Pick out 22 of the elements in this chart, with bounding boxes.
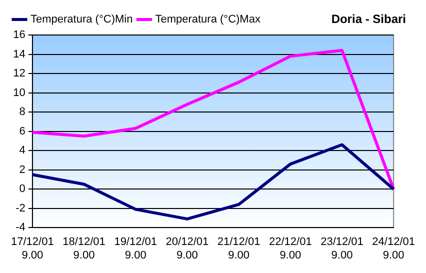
x-tick-label: 22/12/01 9.00 bbox=[268, 236, 312, 262]
y-tick-label: 2 bbox=[19, 164, 26, 176]
x-tick-label: 19/12/01 9.00 bbox=[114, 236, 158, 262]
x-tick-label: 18/12/01 9.00 bbox=[62, 236, 106, 262]
legend-label: Temperatura (°C)Max bbox=[155, 14, 261, 26]
y-tick-label: 10 bbox=[13, 86, 26, 99]
x-tick-label: 23/12/01 9.00 bbox=[320, 236, 364, 262]
y-tick-label: -4 bbox=[16, 222, 26, 234]
y-tick-label: 8 bbox=[19, 106, 26, 118]
y-tick-label: 0 bbox=[19, 183, 26, 196]
y-tick-label: 6 bbox=[19, 125, 26, 138]
y-tick-label: 4 bbox=[19, 144, 26, 157]
x-tick-label: 20/12/01 9.00 bbox=[166, 236, 209, 262]
x-tick-label: 24/12/01 9.00 bbox=[372, 236, 416, 262]
y-tick-label: 14 bbox=[13, 48, 26, 60]
y-tick-label: -2 bbox=[16, 202, 26, 214]
y-tick-label: 12 bbox=[13, 68, 26, 80]
y-tick-label: 16 bbox=[13, 29, 26, 42]
x-tick-label: 21/12/01 9.00 bbox=[217, 236, 260, 262]
chart-title: Doria - Sibari bbox=[331, 12, 406, 26]
x-tick-label: 17/12/01 9.00 bbox=[10, 236, 54, 262]
legend-label: Temperatura (°C)Min bbox=[30, 14, 133, 26]
